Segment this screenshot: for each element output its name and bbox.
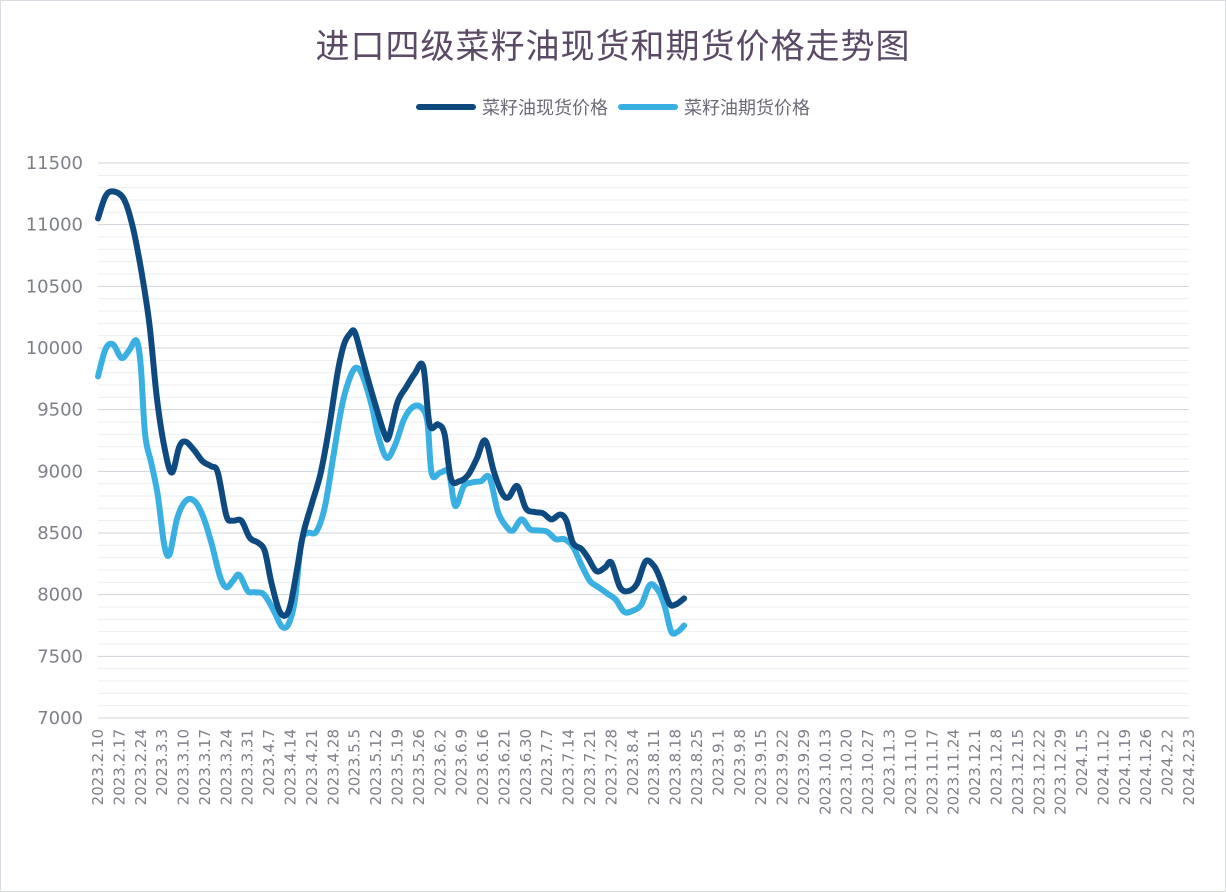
y-tick-label: 7500: [37, 646, 83, 667]
legend-swatch-spot: [416, 104, 476, 110]
x-axis: 2023.2.10 2023.2.17 2023.2.24 2023.3.3 2023.…: [89, 729, 1198, 815]
x-tick-label: 2023.3.24: [217, 729, 235, 805]
x-tick-label: 2023.3.3: [153, 729, 171, 796]
x-tick-label: 2023.9.22: [774, 729, 792, 805]
legend-label-futures: 菜籽油期货价格: [684, 98, 810, 119]
x-tick-label: 2023.3.10: [175, 729, 193, 805]
x-tick-label: 2023.3.31: [239, 729, 257, 805]
x-tick-label: 2023.5.12: [367, 729, 385, 805]
x-tick-label: 2024.1.12: [1094, 729, 1112, 805]
x-tick-label: 2023.8.25: [688, 729, 706, 805]
x-tick-label: 2023.6.2: [431, 729, 449, 796]
x-tick-label: 2023.9.29: [795, 729, 813, 805]
x-tick-label: 2023.3.17: [196, 729, 214, 805]
chart-title: 进口四级菜籽油现货和期货价格走势图: [315, 27, 911, 67]
x-tick-label: 2023.11.17: [923, 729, 941, 815]
x-tick-label: 2023.10.27: [859, 729, 877, 815]
x-tick-label: 2023.4.28: [324, 729, 342, 805]
x-tick-label: 2023.7.14: [560, 729, 578, 805]
y-tick-label: 10500: [26, 276, 83, 297]
y-tick-label: 10000: [26, 338, 83, 359]
x-tick-label: 2023.6.9: [453, 729, 471, 796]
x-tick-label: 2023.4.21: [303, 729, 321, 805]
x-tick-label: 2024.2.23: [1180, 729, 1198, 805]
x-tick-label: 2023.8.4: [624, 729, 642, 796]
y-tick-label: 11500: [26, 153, 83, 174]
x-tick-label: 2023.11.3: [881, 729, 899, 805]
x-tick-label: 2023.9.8: [731, 729, 749, 796]
x-tick-label: 2023.4.7: [260, 729, 278, 796]
x-tick-label: 2023.8.11: [645, 729, 663, 805]
x-tick-label: 2023.5.5: [346, 729, 364, 796]
x-tick-label: 2023.7.7: [538, 729, 556, 796]
gridlines: [98, 162, 1189, 719]
x-tick-label: 2023.7.28: [602, 729, 620, 805]
x-tick-label: 2023.11.24: [945, 729, 963, 815]
x-tick-label: 2023.9.1: [709, 729, 727, 796]
y-tick-label: 8500: [37, 523, 83, 544]
x-tick-label: 2023.12.15: [1009, 729, 1027, 815]
legend-item-spot: 菜籽油现货价格: [416, 94, 608, 120]
x-tick-label: 2024.1.26: [1137, 729, 1155, 805]
x-tick-label: 2023.5.19: [388, 729, 406, 805]
legend: 菜籽油现货价格 菜籽油期货价格: [1, 94, 1225, 120]
y-tick-label: 9000: [37, 461, 83, 482]
x-tick-label: 2023.8.18: [667, 729, 685, 805]
legend-item-futures: 菜籽油期货价格: [618, 94, 810, 120]
x-tick-label: 2023.9.15: [752, 729, 770, 805]
y-tick-label: 11000: [26, 215, 83, 236]
y-tick-label: 9500: [37, 400, 83, 421]
x-tick-label: 2023.6.16: [474, 729, 492, 805]
x-tick-label: 2023.2.24: [132, 729, 150, 805]
x-tick-label: 2023.6.21: [495, 729, 513, 805]
series-line-futures: [95, 337, 688, 637]
x-tick-label: 2023.5.26: [410, 729, 428, 805]
x-tick-label: 2023.4.14: [282, 729, 300, 805]
x-tick-label: 2023.2.10: [89, 729, 107, 805]
series-line-spot: [95, 188, 688, 619]
legend-swatch-futures: [618, 104, 678, 110]
y-axis: 7000 7500 8000 8500 9000 9500 10000 10500 11000 1…: [26, 153, 83, 729]
x-tick-label: 2023.12.8: [987, 729, 1005, 805]
x-tick-label: 2023.12.1: [966, 729, 984, 805]
x-tick-label: 2023.7.21: [581, 729, 599, 805]
series-lines: [95, 188, 688, 637]
x-tick-label: 2024.1.5: [1073, 729, 1091, 796]
x-tick-label: 2023.12.22: [1030, 729, 1048, 815]
x-tick-label: 2024.1.19: [1116, 729, 1134, 805]
x-tick-label: 2023.12.29: [1052, 729, 1070, 815]
x-tick-label: 2023.10.13: [816, 729, 834, 815]
x-tick-label: 2023.6.30: [517, 729, 535, 805]
x-tick-label: 2023.11.10: [902, 729, 920, 815]
x-tick-label: 2023.2.17: [110, 729, 128, 805]
y-tick-label: 8000: [37, 585, 83, 606]
x-tick-label: 2023.10.20: [838, 729, 856, 815]
y-tick-label: 7000: [37, 708, 83, 729]
x-tick-label: 2024.2.2: [1159, 729, 1177, 796]
legend-label-spot: 菜籽油现货价格: [482, 98, 608, 119]
